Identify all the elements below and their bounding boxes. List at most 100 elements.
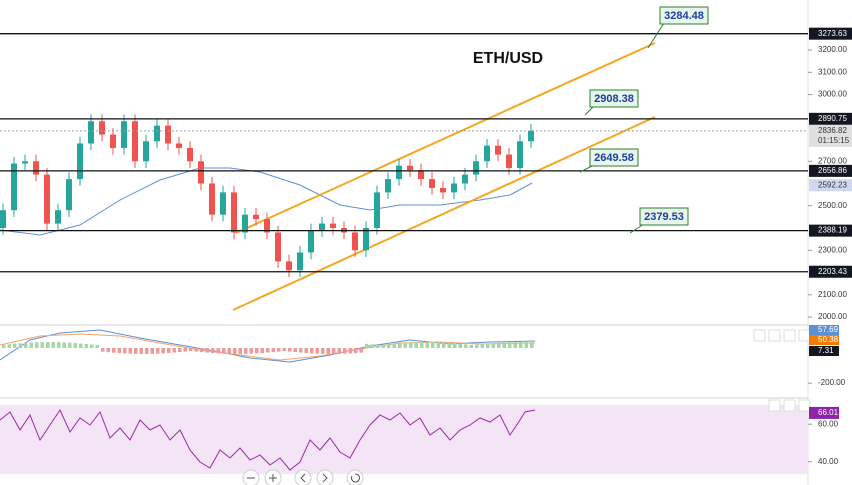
- macd-histogram: [337, 348, 341, 354]
- scroll-right-button[interactable]: [316, 469, 334, 485]
- candle-body: [33, 161, 39, 175]
- navigation: [242, 469, 364, 485]
- macd-histogram: [420, 342, 424, 348]
- last-price-box: [809, 124, 852, 147]
- maximize-button[interactable]: [798, 399, 811, 412]
- macd-histogram: [442, 342, 446, 348]
- macd-histogram: [117, 348, 121, 354]
- macd-histogram: [436, 342, 440, 348]
- ma-label: 2592.23: [818, 180, 847, 189]
- scroll-left-button[interactable]: [294, 469, 312, 485]
- close-button[interactable]: [783, 399, 796, 412]
- macd-histogram: [288, 348, 292, 352]
- move-up-button[interactable]: [753, 329, 766, 342]
- macd-histogram: [260, 348, 264, 354]
- macd-histogram: [519, 342, 523, 348]
- candle-body: [517, 141, 523, 168]
- macd-histogram: [145, 348, 149, 354]
- level-label: 3273.63: [818, 29, 847, 38]
- macd-histogram: [238, 348, 242, 354]
- candle-body: [275, 232, 281, 262]
- level-label-box: [809, 112, 852, 125]
- macd-histogram: [414, 342, 418, 348]
- macd-histogram: [376, 344, 380, 348]
- macd-histogram: [90, 344, 94, 348]
- move-down-button[interactable]: [768, 329, 781, 342]
- macd-histogram: [392, 343, 396, 348]
- macd-histogram: [101, 348, 105, 352]
- macd-histogram: [513, 342, 517, 348]
- candle-body: [231, 192, 237, 233]
- rsi-line: [0, 408, 536, 471]
- level-label: 2203.43: [818, 267, 847, 276]
- callout-box: [659, 6, 709, 25]
- maximize-button[interactable]: [798, 329, 811, 342]
- candle-body: [407, 165, 413, 171]
- candle-body: [462, 174, 468, 184]
- candle-body: [198, 161, 204, 184]
- callout-label: 2649.58: [594, 152, 634, 164]
- move-up-button[interactable]: [768, 399, 781, 412]
- macd-histogram: [51, 342, 55, 348]
- y-tick-label: 2300.00: [818, 245, 847, 254]
- candle-body: [528, 130, 534, 142]
- candle-body: [473, 161, 479, 175]
- callout-box: [589, 148, 639, 167]
- callout-label: 3284.48: [664, 10, 704, 22]
- candle-body: [374, 192, 380, 229]
- macd-histogram: [62, 342, 66, 348]
- macd-histogram: [277, 348, 281, 352]
- macd-histogram: [299, 348, 303, 353]
- macd-histogram: [123, 348, 127, 354]
- candle-body: [396, 165, 402, 180]
- candle-body: [66, 179, 72, 211]
- macd-histogram: [425, 342, 429, 348]
- y-tick-label: 2100.00: [818, 290, 847, 299]
- y-tick-label: 2000.00: [818, 312, 847, 321]
- y-tick-label: 3100.00: [818, 67, 847, 76]
- candle-body: [506, 154, 512, 168]
- macd-histogram: [95, 344, 99, 348]
- candle-body: [220, 192, 226, 215]
- macd-histogram: [7, 344, 11, 348]
- callout-box: [639, 207, 689, 226]
- level-label: 2388.19: [818, 226, 847, 235]
- macd-histogram: [194, 348, 198, 352]
- candle-body: [165, 125, 171, 144]
- macd-histogram: [304, 348, 308, 353]
- y-tick-label: 2500.00: [818, 201, 847, 210]
- y-tick-label: 40.00: [818, 457, 839, 466]
- rsi-band: [0, 405, 808, 474]
- macd-histogram: [348, 348, 352, 354]
- macd-histogram: [381, 344, 385, 348]
- macd-histogram: [244, 348, 248, 354]
- macd-histogram: [321, 348, 325, 354]
- macd-histogram: [343, 348, 347, 354]
- level-label-box: [809, 164, 852, 177]
- candle-body: [154, 125, 160, 142]
- icon: [300, 473, 306, 483]
- macd-histogram: [106, 348, 110, 353]
- macd-histogram: [332, 348, 336, 354]
- macd-histogram: [409, 342, 413, 348]
- macd-histogram: [502, 342, 506, 348]
- macd-histogram: [2, 344, 6, 348]
- macd-histogram: [365, 343, 369, 348]
- macd-histogram: [216, 348, 220, 354]
- macd-histogram: [398, 343, 402, 348]
- candle-body: [132, 121, 138, 162]
- macd-histogram: [431, 342, 435, 348]
- macd-histogram: [387, 344, 391, 348]
- level-label-box: [809, 27, 852, 40]
- macd-histogram: [24, 342, 28, 348]
- reset-button[interactable]: [346, 469, 364, 485]
- candle-body: [77, 143, 83, 180]
- panel-controls: [753, 329, 811, 412]
- callout-leader: [647, 22, 665, 49]
- macd-histogram: [530, 342, 534, 348]
- close-button[interactable]: [783, 329, 796, 342]
- countdown-label: 01:15:15: [818, 136, 850, 145]
- chart-title: ETH/USD: [473, 50, 543, 67]
- macd-value-box: [809, 346, 839, 356]
